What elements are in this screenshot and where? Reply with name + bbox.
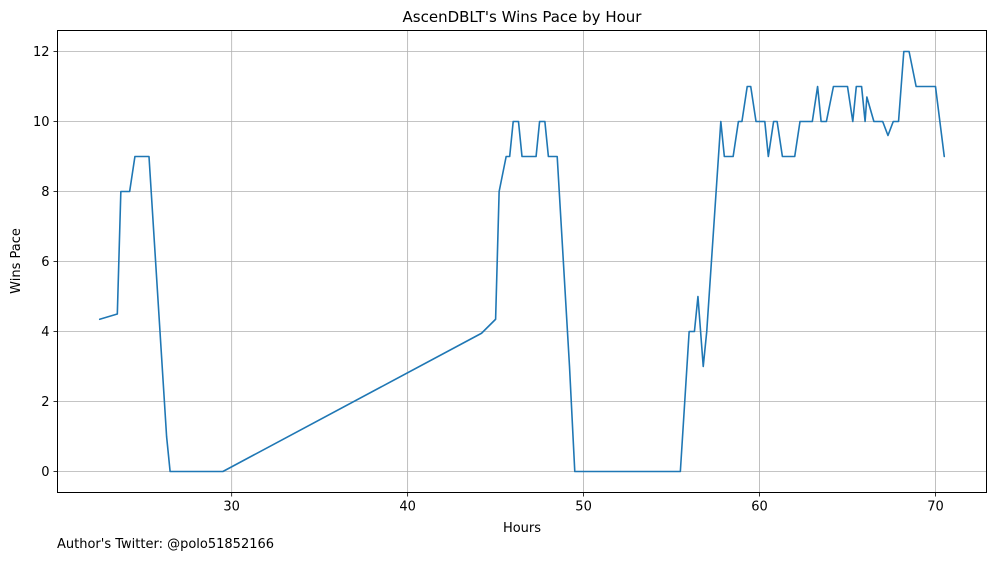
- y-axis-label: Wins Pace: [9, 228, 24, 294]
- x-tick-label: 40: [399, 500, 416, 515]
- x-tick-label: 70: [927, 500, 944, 515]
- y-tick-label: 8: [41, 185, 49, 200]
- x-axis: 30 40 50 60 70: [223, 492, 944, 515]
- y-tick-label: 6: [41, 255, 49, 270]
- x-tick-label: 30: [223, 500, 240, 515]
- y-tick-label: 0: [41, 465, 49, 480]
- series-group: [98, 50, 946, 473]
- x-tick-label: 60: [751, 500, 768, 515]
- x-tick-label: 50: [575, 500, 592, 515]
- author-credit: Author's Twitter: @polo51852166: [57, 537, 275, 552]
- y-tick-label: 4: [41, 325, 49, 340]
- y-axis: 0 2 4 6 8 10 12: [33, 45, 58, 480]
- chart-title: AscenDBLT's Wins Pace by Hour: [403, 8, 643, 26]
- y-tick-label: 12: [33, 45, 50, 60]
- y-tick-label: 10: [33, 115, 50, 130]
- series-line: [98, 50, 946, 473]
- x-axis-label: Hours: [503, 521, 541, 536]
- y-tick-label: 2: [41, 395, 49, 410]
